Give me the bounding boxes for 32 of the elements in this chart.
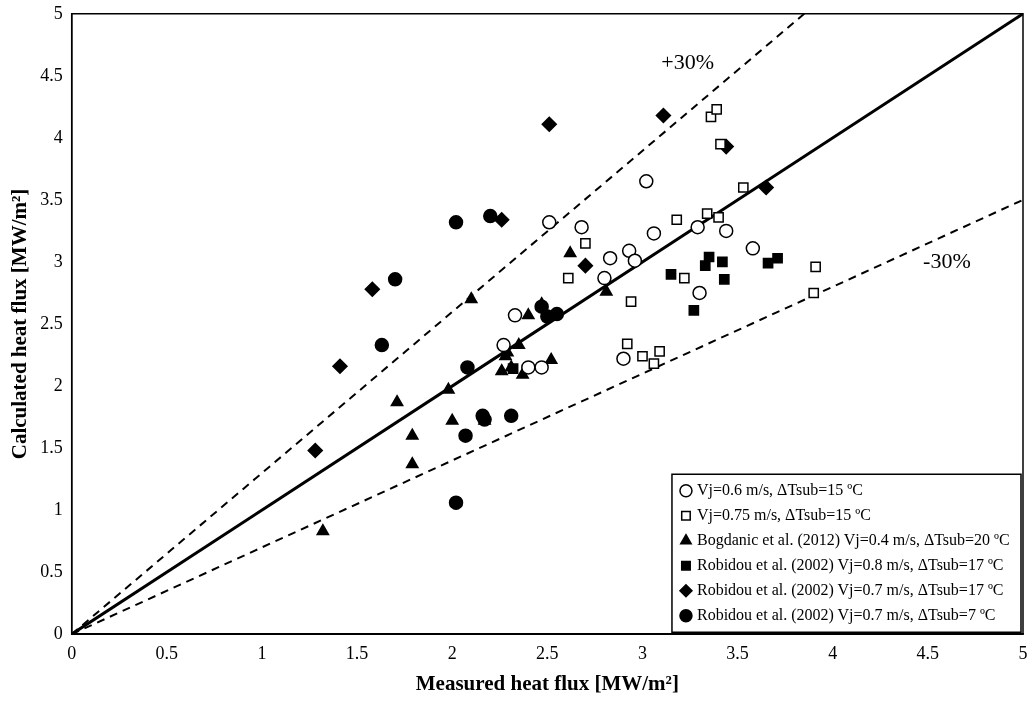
x-tick-label: 5 <box>1018 642 1028 663</box>
x-tick-label: 1.5 <box>345 642 369 663</box>
x-tick-label: 4 <box>828 642 838 663</box>
y-tick-label: 3.5 <box>40 188 63 209</box>
y-tick-label: 3 <box>53 250 63 271</box>
x-axis-title: Measured heat flux [MW/m²] <box>415 670 679 695</box>
x-tick-label: 2 <box>447 642 457 663</box>
y-tick-label: 0.5 <box>40 560 63 581</box>
x-tick-label: 2.5 <box>536 642 559 663</box>
y-axis-title: Calculated heat flux [MW/m²] <box>7 188 32 460</box>
x-tick-label: 0.5 <box>155 642 179 663</box>
legend-label: Robidou et al. (2002) Vj=0.8 m/s, ΔTsub=17 ºC <box>696 555 1004 574</box>
annotation: +30% <box>661 49 714 75</box>
legend-label: Bogdanic et al. (2012) Vj=0.4 m/s, ΔTsub=20 ºC <box>696 530 1010 549</box>
y-tick-label: 5 <box>53 2 63 23</box>
y-tick-label: 4 <box>53 126 63 147</box>
y-tick-label: 0 <box>53 622 63 643</box>
x-tick-label: 1 <box>257 642 267 663</box>
legend-label: Robidou et al. (2002) Vj=0.7 m/s, ΔTsub=17 ºC <box>696 580 1004 599</box>
annotation: -30% <box>923 248 971 274</box>
y-tick-label: 1.5 <box>40 436 63 457</box>
y-tick-label: 2 <box>53 374 63 395</box>
y-tick-label: 2.5 <box>40 312 63 333</box>
x-tick-label: 3 <box>637 642 647 663</box>
legend-label: Vj=0.75 m/s, ΔTsub=15 ºC <box>696 505 871 524</box>
x-tick-label: 0 <box>67 642 77 663</box>
y-tick-label: 1 <box>53 498 63 519</box>
x-tick-label: 3.5 <box>726 642 749 663</box>
x-tick-label: 4.5 <box>916 642 940 663</box>
legend-label: Vj=0.6 m/s, ΔTsub=15 ºC <box>696 480 863 499</box>
legend-label: Robidou et al. (2002) Vj=0.7 m/s, ΔTsub=7 ºC <box>696 605 996 624</box>
y-tick-label: 4.5 <box>40 64 63 85</box>
